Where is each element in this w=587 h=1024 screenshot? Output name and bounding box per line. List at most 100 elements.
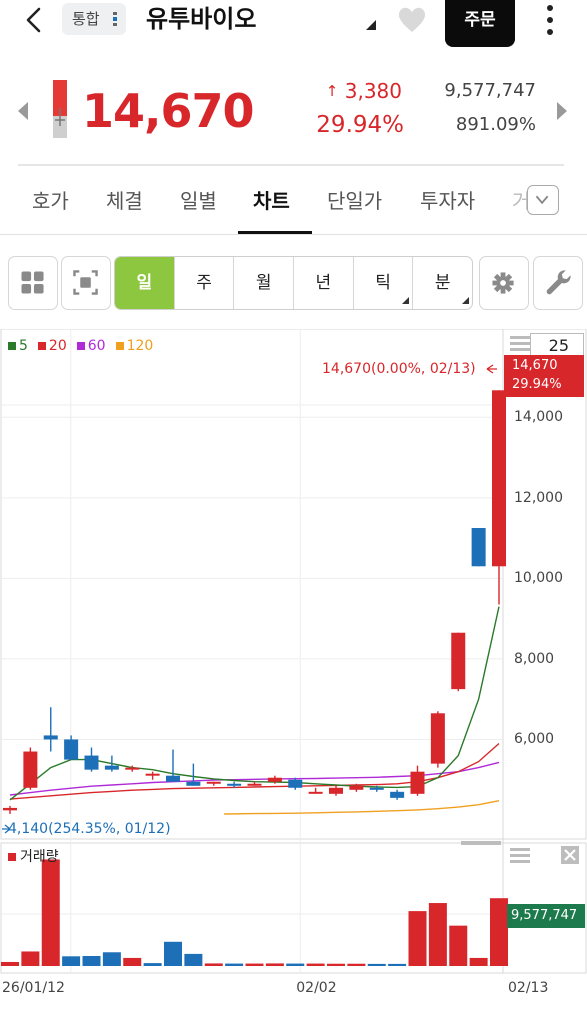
fullscreen-button[interactable] [61,256,111,310]
max-price-annotation: 14,670(0.00%, 02/13) [322,361,476,377]
volume-bar [164,941,182,966]
ma-swatch [115,342,124,350]
volume-bar [1,961,19,966]
period-year-label: 년 [315,273,332,293]
ma60-line [9,761,500,796]
mini-candle-icon [53,80,67,138]
volume-menu-icon[interactable] [510,848,530,864]
candle-body [43,735,58,740]
candle-body [410,771,425,794]
volume-bar [306,963,325,966]
candle-body [125,767,140,770]
volume-bar [123,957,142,966]
price-change-percent: 29.94% [316,112,404,138]
volume-bar [204,963,223,966]
layout-grid-button[interactable] [8,256,58,310]
back-arrow-icon[interactable] [22,6,46,34]
more-vertical-icon[interactable] [545,4,555,36]
current-price-tag-value: 14,670 [512,358,558,373]
period-month-label: 월 [255,273,272,293]
ma-legend-item[interactable]: 5 [8,338,28,354]
candle-body [369,787,384,790]
current-price-tag-pct: 29.94% [512,377,562,392]
period-minute[interactable]: 분 [412,257,472,309]
tab-single-price[interactable]: 단일가 [327,189,383,213]
period-month[interactable]: 월 [233,257,293,309]
volume-title: 거래량 [20,849,59,865]
order-button[interactable]: 주문 [445,0,515,47]
up-arrow-icon: ↑ [325,82,339,100]
chart-menu-icon[interactable] [510,336,530,352]
min-marker-arrow [2,824,11,834]
tab-trades[interactable]: 체결 [106,189,143,213]
stock-dropdown-icon[interactable] [366,20,376,30]
candle-body [186,781,201,786]
volume-bar [265,963,284,966]
ma20-line [9,742,500,800]
chart-settings-button[interactable] [479,256,529,310]
min-price-annotation: 4,140(254.35%, 01/12) [8,821,171,837]
candle-body [3,807,17,811]
chart-tools-button[interactable] [533,256,583,310]
close-volume-icon[interactable] [561,846,579,864]
tab-more-partial[interactable]: 거 [512,189,531,213]
chevron-down-icon [535,195,549,205]
ma-legend-item[interactable]: 20 [37,338,67,354]
next-stock-arrow-icon[interactable] [557,102,567,120]
y-tick-label: 10,000 [514,570,563,587]
candle-body [329,787,343,794]
y-tick-label: 12,000 [514,489,563,506]
volume-bar [408,911,427,966]
favorite-heart-icon[interactable] [396,4,428,34]
market-tag-label: 통합 [72,10,100,28]
ma-legend-item[interactable]: 120 [115,338,153,354]
stock-name[interactable]: 유투바이오 [146,5,257,33]
y-tick-label: 8,000 [514,650,555,667]
candle-body [166,775,180,782]
period-selector: 일 주 월 년 틱 분 [114,256,473,310]
period-tick[interactable]: 틱 [352,257,413,309]
volume-bar [82,955,101,966]
price-chart[interactable] [0,329,587,1009]
ma-legend-label: 5 [19,338,28,354]
ma-legend-item[interactable]: 60 [76,338,106,354]
volume-bar [428,903,447,966]
candle-body [23,751,38,788]
x-tick-label: 26/01/12 [2,980,65,996]
tab-orderbook[interactable]: 호가 [32,189,69,213]
ma-swatch [76,342,85,350]
wrench-icon [546,270,571,295]
period-year[interactable]: 년 [293,257,353,309]
tabs-expand-button[interactable] [527,185,559,215]
menu-dots-icon [113,12,117,26]
period-day[interactable]: 일 [115,257,174,309]
market-selector[interactable]: 통합 [62,3,126,35]
volume-bar [184,953,203,966]
x-tick-label: 02/02 [296,980,337,996]
candle-body [84,755,99,770]
ma5-line [9,606,500,801]
candle-body [206,781,221,784]
ma-swatch [8,342,16,350]
tab-chart[interactable]: 차트 [253,189,290,213]
candle-body [227,783,242,786]
pane-resize-handle [461,841,501,845]
prev-stock-arrow-icon[interactable] [18,102,28,120]
max-marker-arrow [486,364,497,374]
ma-legend-label: 60 [87,338,106,354]
tab-daily[interactable]: 일별 [180,189,217,213]
volume-bar [469,957,488,966]
corner-menu-icon [402,297,410,304]
volume-bar [367,963,386,966]
candle-body [267,777,282,782]
candle-body [492,390,506,567]
period-week[interactable]: 주 [173,257,234,309]
current-price-tag: 14,670 29.94% [504,355,584,397]
tab-investors[interactable]: 투자자 [420,189,476,213]
volume-bar [347,963,366,966]
price-change: ↑ 3,380 [320,78,402,104]
zoom-input[interactable]: 25 [530,333,584,357]
active-tab-underline [238,231,312,234]
tab-divider [0,234,587,235]
candle-body [471,528,486,567]
